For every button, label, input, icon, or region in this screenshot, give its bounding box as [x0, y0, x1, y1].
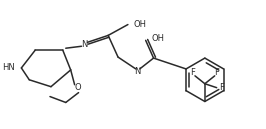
Text: F: F [214, 68, 219, 77]
Text: F: F [190, 68, 196, 77]
Text: OH: OH [134, 20, 147, 29]
Text: F: F [219, 83, 223, 92]
Text: N: N [81, 40, 88, 49]
Text: OH: OH [152, 34, 165, 43]
Text: HN: HN [2, 63, 14, 72]
Text: O: O [74, 83, 81, 92]
Text: N: N [135, 67, 141, 76]
